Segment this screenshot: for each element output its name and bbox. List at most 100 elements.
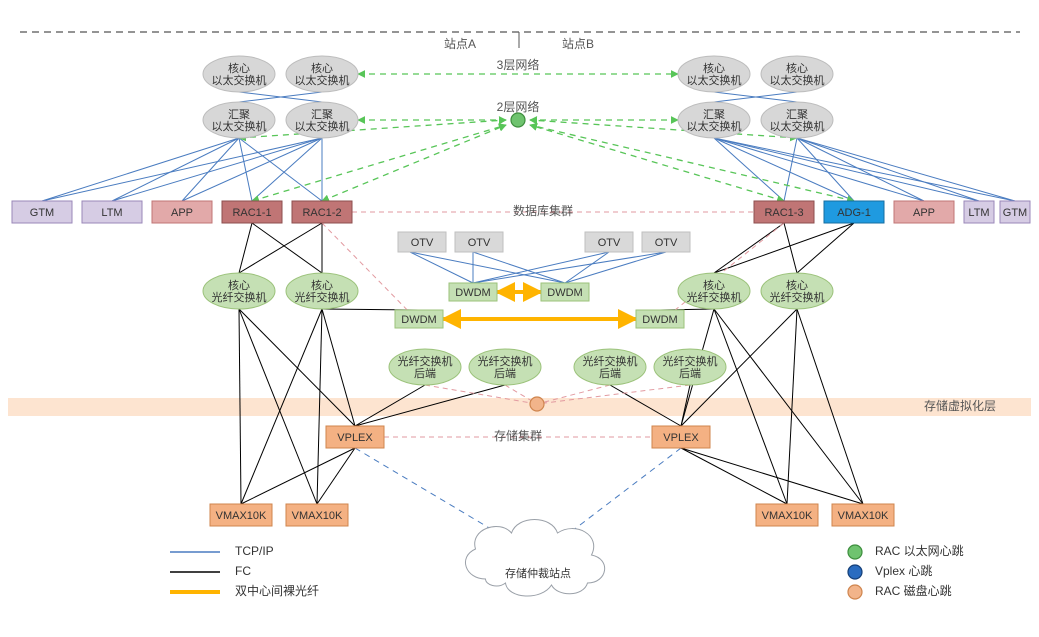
- node-label: VMAX10K: [292, 510, 343, 522]
- l2-link: [322, 125, 506, 201]
- node-label: 以太交换机: [295, 73, 350, 87]
- tcp-link: [714, 138, 979, 201]
- virtualization-band: [8, 398, 1031, 416]
- fc-link: [784, 223, 797, 273]
- tcp-link: [112, 138, 322, 201]
- fc-link: [252, 223, 322, 273]
- node-label: LTM: [968, 207, 989, 219]
- l2-link: [530, 120, 797, 138]
- tcp-link: [239, 138, 252, 201]
- node-label: 汇聚: [311, 108, 333, 121]
- node-label: 核心: [311, 278, 333, 292]
- site-b-label: 站点B: [562, 37, 594, 51]
- fc-link: [239, 223, 322, 273]
- legend-dot: [848, 545, 862, 559]
- tcp-link: [42, 138, 239, 201]
- node-label: ADG-1: [837, 207, 871, 219]
- db-cluster-label: 数据库集群: [513, 203, 573, 218]
- node-label: 核心: [228, 278, 250, 292]
- virtualization-label: 存储虚拟化层: [924, 398, 996, 413]
- legend-dot-label: RAC 磁盘心跳: [875, 583, 952, 598]
- node-label: 光纤交换机: [770, 290, 825, 304]
- node-label: 以太交换机: [212, 73, 267, 87]
- node-label: 后端: [414, 367, 436, 380]
- node-label: GTM: [30, 207, 54, 219]
- node-label: 光纤交换机: [478, 354, 533, 368]
- legend-dot: [848, 565, 862, 579]
- tcp-link: [714, 138, 924, 201]
- node-label: 以太交换机: [687, 119, 742, 133]
- node-label: 核心: [228, 61, 250, 75]
- node-label: 光纤交换机: [687, 290, 742, 304]
- network-topology-diagram: 核心以太交换机核心以太交换机核心以太交换机核心以太交换机汇聚以太交换机汇聚以太交…: [0, 0, 1039, 637]
- node-label: GTM: [1003, 207, 1027, 219]
- tcp-link: [714, 138, 1015, 201]
- node-label: 光纤交换机: [212, 290, 267, 304]
- heartbeat-dot-1: [530, 397, 544, 411]
- tcp-link: [565, 252, 666, 283]
- node-label: 汇聚: [786, 108, 808, 121]
- node-label: RAC1-1: [232, 207, 271, 219]
- legend-tcp-label: TCP/IP: [235, 544, 274, 558]
- node-label: 汇聚: [228, 108, 250, 121]
- fc-link: [714, 223, 784, 273]
- node-label: 后端: [679, 367, 701, 380]
- l2-link: [530, 125, 784, 201]
- node-label: 以太交换机: [687, 73, 742, 87]
- node-label: 核心: [786, 278, 808, 292]
- node-label: DWDM: [401, 314, 436, 326]
- node-label: DWDM: [642, 314, 677, 326]
- node-label: 以太交换机: [295, 119, 350, 133]
- node-label: 光纤交换机: [295, 290, 350, 304]
- fc-link: [797, 223, 854, 273]
- node-label: 光纤交换机: [398, 354, 453, 368]
- node-label: OTV: [411, 237, 434, 249]
- node-label: VPLEX: [663, 432, 699, 444]
- fc-link: [239, 223, 252, 273]
- heartbeat-dot-0: [511, 113, 525, 127]
- l2-label: 2层网络: [497, 99, 540, 114]
- node-label: VPLEX: [337, 432, 373, 444]
- arbitration-cloud: [465, 520, 604, 597]
- fc-link: [317, 448, 355, 504]
- tcp-link: [473, 252, 666, 283]
- legend-fc-label: FC: [235, 564, 251, 578]
- node-label: 光纤交换机: [663, 354, 718, 368]
- tcp-link: [714, 138, 784, 201]
- node-label: RAC1-3: [764, 207, 803, 219]
- site-a-label: 站点A: [444, 37, 476, 51]
- node-label: APP: [913, 207, 935, 219]
- node-label: 以太交换机: [770, 119, 825, 133]
- storage-cluster-label: 存储集群: [494, 428, 542, 443]
- node-label: 以太交换机: [770, 73, 825, 87]
- node-label: VMAX10K: [762, 510, 813, 522]
- node-label: 汇聚: [703, 108, 725, 121]
- l2-link: [252, 125, 506, 201]
- node-label: OTV: [655, 237, 678, 249]
- l3-label: 3层网络: [497, 57, 540, 72]
- node-label: OTV: [598, 237, 621, 249]
- node-label: APP: [171, 207, 193, 219]
- node-label: DWDM: [455, 287, 490, 299]
- tcp-link: [112, 138, 239, 201]
- legend-dot: [848, 585, 862, 599]
- node-label: 后端: [494, 367, 516, 380]
- legend-bare-label: 双中心间裸光纤: [235, 583, 319, 598]
- legend-dot-label: RAC 以太网心跳: [875, 543, 964, 558]
- node-label: DWDM: [547, 287, 582, 299]
- node-label: 核心: [786, 61, 808, 75]
- tcp-link: [784, 138, 797, 201]
- arbitration-label: 存储仲裁站点: [505, 566, 571, 580]
- l2-link: [239, 120, 506, 138]
- node-label: 核心: [311, 61, 333, 75]
- fc-link: [714, 223, 854, 273]
- node-label: 以太交换机: [212, 119, 267, 133]
- tcp-link: [797, 138, 979, 201]
- node-label: 核心: [703, 278, 725, 292]
- legend-dot-label: Vplex 心跳: [875, 564, 932, 578]
- node-label: 光纤交换机: [583, 354, 638, 368]
- node-label: 核心: [703, 61, 725, 75]
- node-label: 后端: [599, 367, 621, 380]
- tcp-link: [252, 138, 322, 201]
- node-label: LTM: [101, 207, 122, 219]
